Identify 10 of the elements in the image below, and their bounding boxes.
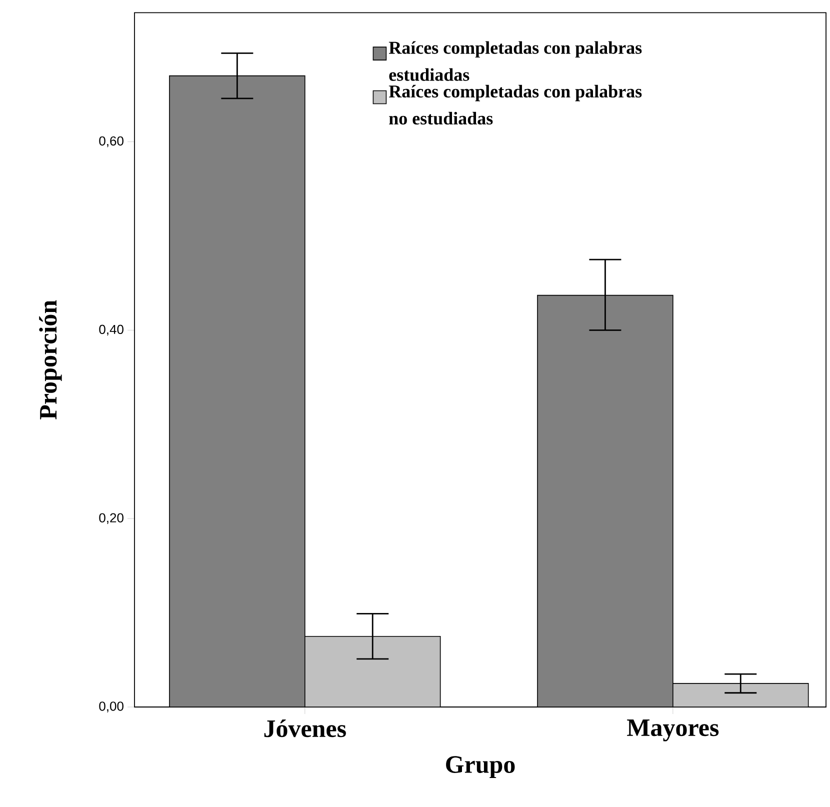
- y-axis-title: Proporción: [39, 300, 62, 420]
- y-tick-label: 0,20: [99, 513, 124, 524]
- x-tick-label: Jóvenes: [264, 720, 346, 738]
- x-tick-label: Mayores: [627, 720, 719, 742]
- y-tick-label: 0,00: [99, 702, 124, 712]
- y-tick-label: 0,60: [99, 136, 124, 148]
- legend-label: Raíces completadas con palabras no estudiadas: [388, 84, 642, 125]
- y-tick-label: 0,40: [99, 324, 124, 336]
- x-axis-title: Grupo: [446, 756, 515, 778]
- legend-label: Raíces completadas con palabras estudiadas: [388, 41, 642, 81]
